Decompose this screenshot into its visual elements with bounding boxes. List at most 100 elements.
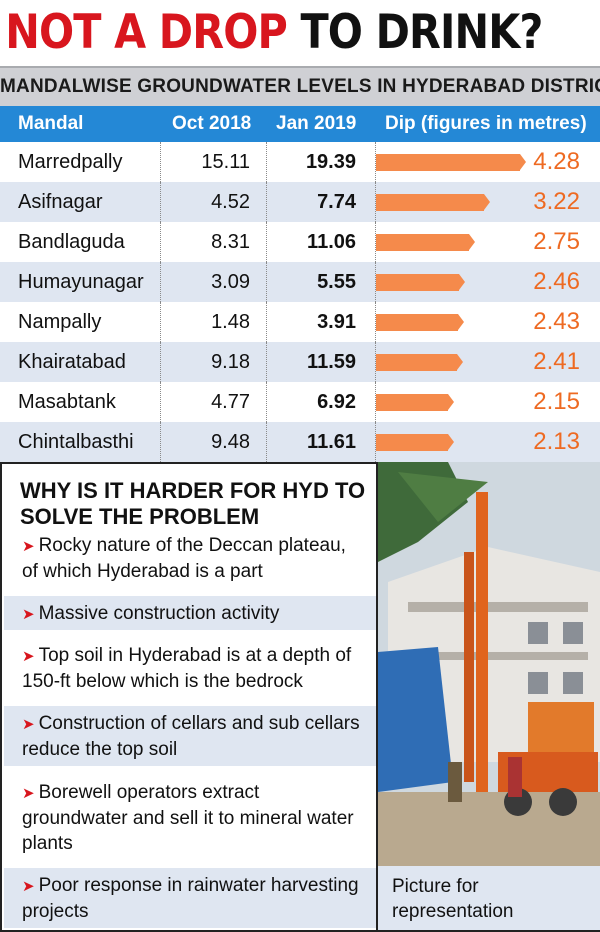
why-item-text: Construction of cellars and sub cellars … [22, 713, 360, 760]
table-row: Humayunagar 3.09 5.55 2.46 [0, 262, 600, 302]
why-item-text: Poor response in rainwater harvesting pr… [22, 875, 359, 922]
why-panel: WHY IS IT HARDER FOR HYD TO SOLVE THE PR… [0, 462, 378, 932]
dip-bar [376, 314, 458, 331]
oct-2018-cell: 4.52 [211, 191, 250, 213]
column-divider [375, 262, 376, 302]
dip-value-label: 2.41 [533, 348, 580, 375]
headline-red-part: NOT A DROP [5, 5, 288, 60]
borewell-photo-illustration [378, 462, 600, 866]
column-divider [375, 382, 376, 422]
dip-bar [376, 234, 469, 251]
dip-bar-tip [469, 234, 475, 250]
chart-title: MANDALWISE GROUNDWATER LEVELS IN HYDERAB… [0, 76, 600, 97]
dip-bar-tip [520, 154, 526, 170]
column-divider [266, 262, 267, 302]
dip-bar-tip [448, 394, 454, 410]
why-item-text: Massive construction activity [38, 602, 280, 624]
column-header-jan-2019: Jan 2019 [276, 113, 357, 134]
headline-black-part: TO DRINK? [300, 5, 543, 60]
table-row: Chintalbasthi 9.48 11.61 2.13 [0, 422, 600, 462]
column-divider [266, 182, 267, 222]
table-row: Nampally 1.48 3.91 2.43 [0, 302, 600, 342]
column-divider [375, 222, 376, 262]
table-row: Khairatabad 9.18 11.59 2.41 [0, 342, 600, 382]
column-divider [266, 382, 267, 422]
photo-caption: Picture for representation [392, 876, 514, 922]
dip-value-label: 2.46 [533, 268, 580, 295]
column-divider [160, 142, 161, 182]
why-item-text: Borewell operators extract groundwater a… [22, 781, 354, 854]
oct-2018-cell: 8.31 [211, 231, 250, 253]
dip-value-label: 2.75 [533, 228, 580, 255]
why-item: ➤ Massive construction activity [4, 596, 376, 630]
why-item: ➤ Top soil in Hyderabad is at a depth of … [4, 638, 376, 698]
table-row: Bandlaguda 8.31 11.06 2.75 [0, 222, 600, 262]
dip-value-label: 2.43 [533, 308, 580, 335]
arrow-bullet-icon: ➤ [22, 784, 35, 802]
column-divider [160, 342, 161, 382]
dip-bar [376, 274, 459, 291]
dip-value-label: 3.22 [533, 188, 580, 215]
jan-2019-cell: 11.59 [307, 351, 356, 373]
column-divider [266, 142, 267, 182]
oct-2018-cell: 9.18 [211, 351, 250, 373]
table-row: Marredpally 15.11 19.39 4.28 [0, 142, 600, 182]
column-divider [160, 262, 161, 302]
dip-bar-tip [458, 314, 464, 330]
column-divider [160, 382, 161, 422]
why-item: ➤ Construction of cellars and sub cellars… [4, 706, 376, 766]
mandal-cell: Masabtank [18, 391, 116, 413]
why-item: ➤ Rocky nature of the Deccan plateau, of … [4, 528, 376, 588]
column-divider [160, 222, 161, 262]
jan-2019-cell: 11.06 [307, 231, 356, 253]
dip-bar [376, 394, 448, 411]
arrow-bullet-icon: ➤ [22, 716, 35, 733]
mandal-cell: Bandlaguda [18, 231, 125, 253]
jan-2019-cell: 11.61 [307, 431, 356, 453]
mandal-cell: Chintalbasthi [18, 431, 134, 453]
dip-bar-tip [484, 194, 490, 210]
mandal-cell: Khairatabad [18, 351, 126, 373]
headline: NOT A DROP TO DRINK? [0, 0, 543, 66]
column-divider [375, 182, 376, 222]
why-item: ➤ Borewell operators extract groundwater … [4, 774, 376, 860]
column-divider [375, 342, 376, 382]
dip-bar [376, 354, 457, 371]
table-body: Marredpally 15.11 19.39 4.28 Asifnagar 4.52 7.… [0, 142, 600, 462]
jan-2019-cell: 6.92 [317, 391, 356, 413]
mandal-cell: Humayunagar [18, 271, 144, 293]
column-divider [266, 342, 267, 382]
oct-2018-cell: 15.11 [201, 151, 250, 173]
dip-bar [376, 194, 484, 211]
table-header: Mandal Oct 2018 Jan 2019 Dip (figures in… [0, 106, 600, 142]
dip-value-label: 4.28 [533, 148, 580, 175]
column-header-oct-2018: Oct 2018 [172, 113, 252, 134]
oct-2018-cell: 9.48 [211, 431, 250, 453]
photo-caption-box: Picture for representation [378, 866, 600, 932]
why-title: WHY IS IT HARDER FOR HYD TO SOLVE THE PR… [20, 478, 366, 529]
dip-bar-tip [448, 434, 454, 450]
mandal-cell: Nampally [18, 311, 102, 333]
column-header-dip: Dip (figures in metres) [385, 113, 587, 134]
arrow-bullet-icon: ➤ [22, 538, 35, 555]
dip-bar-tip [457, 354, 463, 370]
arrow-bullet-icon: ➤ [22, 605, 35, 623]
mandal-cell: Asifnagar [18, 191, 103, 213]
column-divider [266, 302, 267, 342]
mandal-cell: Marredpally [18, 151, 123, 173]
why-item-text: Rocky nature of the Deccan plateau, of w… [22, 535, 346, 582]
column-divider [160, 422, 161, 462]
oct-2018-cell: 3.09 [211, 271, 250, 293]
arrow-bullet-icon: ➤ [22, 648, 35, 665]
table-row: Asifnagar 4.52 7.74 3.22 [0, 182, 600, 222]
dip-bar-tip [459, 274, 465, 290]
jan-2019-cell: 19.39 [305, 151, 356, 173]
jan-2019-cell: 3.91 [317, 311, 356, 333]
oct-2018-cell: 4.77 [211, 391, 250, 413]
column-divider [160, 182, 161, 222]
column-divider [375, 142, 376, 182]
column-header-mandal: Mandal [18, 113, 84, 134]
column-divider [266, 422, 267, 462]
chart-title-bar: MANDALWISE GROUNDWATER LEVELS IN HYDERAB… [0, 66, 600, 106]
column-divider [375, 422, 376, 462]
